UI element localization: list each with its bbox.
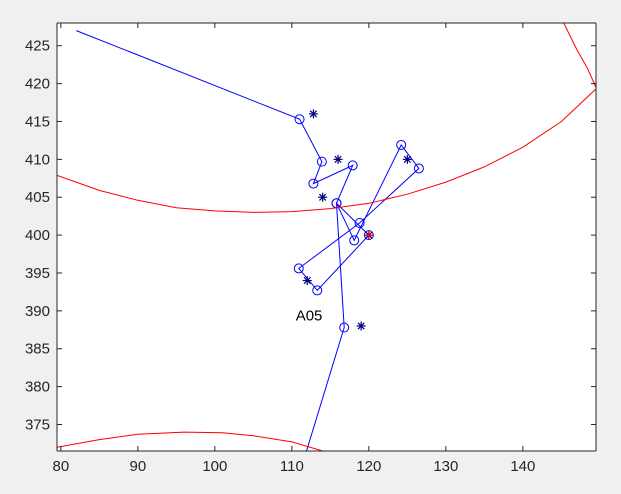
circle-marker — [396, 139, 407, 150]
plus-marker — [364, 230, 374, 240]
series-4-line — [57, 431, 323, 451]
circle-marker — [349, 235, 360, 246]
series-5-line — [563, 23, 596, 88]
y-tick-label: 390 — [25, 303, 50, 320]
circle-marker — [293, 263, 304, 274]
y-tick-label: 420 — [25, 76, 50, 93]
circle-marker — [308, 178, 319, 189]
x-tick-label: 100 — [202, 458, 227, 475]
axes: 80 90 100 110 120 130 140 375 380 385 390 395 400 405… — [25, 22, 597, 475]
circle-marker — [312, 285, 323, 296]
annotations: A05 — [296, 308, 323, 325]
y-tick-label: 375 — [25, 416, 50, 433]
star-marker — [356, 321, 366, 331]
circle-marker — [339, 322, 350, 333]
series-3-line — [57, 88, 596, 213]
star-marker — [302, 276, 312, 286]
plot-area — [57, 23, 596, 451]
x-tick-label: 80 — [53, 458, 70, 475]
circle-marker — [316, 156, 327, 167]
star-marker — [308, 109, 318, 119]
y-tick-label: 415 — [25, 113, 50, 130]
x-tick-label: 130 — [433, 458, 458, 475]
annotation-label: A05 — [296, 308, 323, 325]
circle-marker — [413, 163, 424, 174]
axis-lines — [56, 22, 597, 452]
star-marker — [333, 154, 343, 164]
y-tick-label: 410 — [25, 151, 50, 168]
ticks: 80 90 100 110 120 130 140 375 380 385 390 395 400 405… — [25, 23, 596, 475]
x-tick-label: 110 — [280, 458, 304, 475]
y-tick-label: 385 — [25, 341, 50, 358]
circle-marker — [347, 160, 358, 171]
y-tick-label: 405 — [25, 189, 50, 206]
x-tick-label: 120 — [356, 458, 381, 475]
y-tick-label: 425 — [25, 38, 50, 55]
y-tick-label: 400 — [25, 227, 50, 244]
y-tick-label: 395 — [25, 265, 50, 282]
plot-data — [57, 23, 596, 451]
x-tick-label: 140 — [510, 458, 535, 475]
y-tick-label: 380 — [25, 379, 50, 396]
circle-marker — [354, 217, 365, 228]
circle-marker — [294, 114, 305, 125]
star-marker — [318, 192, 328, 202]
star-marker — [402, 154, 412, 164]
x-tick-label: 90 — [130, 458, 147, 475]
